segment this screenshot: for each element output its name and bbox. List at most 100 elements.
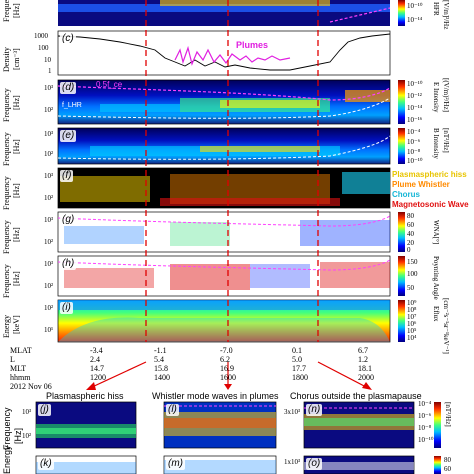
tick-g-1: 10³ [44,216,54,224]
axis-value-l: 6.2 [220,355,230,364]
panel-i-colorbar [398,300,405,342]
axis-value-hhmm: 1600 [220,373,236,382]
letter-e: (e) [60,130,77,142]
panel-b-band2 [160,0,330,6]
letter-i: (i) [60,302,73,314]
axis-value-l: 1.2 [358,355,368,364]
panel-g-curve [57,215,391,227]
letter-g: (g) [60,214,77,226]
axis-value-mlt: 17.7 [292,364,306,373]
cbar-h-tick-1: 150 [407,258,418,266]
panel-o-colorbar [434,456,441,474]
tick-c-100: 100 [38,44,49,52]
panel-f-ms [160,198,340,206]
panel-d-flhr-curve [57,97,391,119]
axis-label-mlat: MLAT [10,346,32,355]
cbar-g-label: WNA[°] [432,220,440,245]
panel-i-dip [58,317,390,342]
unit-e: [Hz] [12,139,21,154]
axis-value-mlat: -3.4 [90,346,103,355]
axis-value-l: 2.4 [90,355,100,364]
axis-label-mlt: MLT [10,364,27,373]
axis-value-mlat: 0.1 [292,346,302,355]
panel-g-data-1 [64,226,144,244]
panel-o-band [304,462,414,470]
axis-value-mlat: 6.7 [358,346,368,355]
axis-value-l: 5.4 [154,355,164,364]
cbar-g-tick-3: 40 [407,230,414,238]
plume-curve [174,45,291,66]
cbar-d-tick-4: 10⁻¹⁶ [407,116,423,124]
tick-i-1: 10² [44,304,54,312]
panel-d-hiss-band [100,104,180,112]
letter-j: (j) [38,404,51,416]
bottom-cbar-tick-2: 10⁻⁶ [418,412,432,420]
bottom-ylabel-energy: Energy [2,445,12,474]
ylabel-c: Density [2,47,11,72]
panel-h-data-2 [170,264,250,290]
plumes-annotation: Plumes [236,40,269,50]
axis-label-date: 2012 Nov 06 [10,382,52,391]
cbar-d-tick-1: 10⁻¹⁰ [407,80,423,88]
panel-g-colorbar [398,212,405,252]
unit-h: [Hz] [12,271,21,286]
cbar-h-tick-3: 50 [407,284,414,292]
unit-b: [Hz] [12,3,21,18]
bottom-cbar2-tick-2: 60 [444,465,451,473]
cbar-d-tick-2: 10⁻¹² [407,92,422,100]
panel-g-data-2 [170,222,230,246]
axis-value-hhmm: 1200 [90,373,106,382]
panel-h-data-1 [64,268,154,288]
cbar-b-label: HFR [432,2,440,16]
axis-value-mlat: -1.1 [154,346,167,355]
cbar-i-tick-3: 10⁷ [407,313,417,321]
panel-f-hiss [60,176,150,202]
tick-e-1: 10³ [44,130,54,138]
axis-value-hhmm: 2000 [358,373,374,382]
letter-m: (m) [166,458,185,470]
panel-h-data-4 [320,262,390,288]
panel-m-data [164,460,276,474]
cbar-b-tick-2: 10⁻¹⁴ [407,16,423,24]
panel-g-frame [57,211,391,253]
tick-j-2: 10² [22,432,32,440]
bottom-cbar-tick-4: 10⁻¹⁰ [418,436,434,444]
panel-e-curve [57,135,391,160]
cbar-e-tick-4: 10⁻¹⁰ [407,157,423,165]
bottom-ylabel-frequency: Frequency [2,407,12,450]
panel-d-plume-core [220,100,320,108]
legend-chorus: Chorus [392,190,420,199]
cbar-e-unit: [nT²/Hz] [442,128,450,153]
cbar-e-tick-1: 10⁻⁴ [407,128,421,136]
ylabel-b: Freque [2,0,11,22]
cbar-b-tick-1: 10⁻¹⁰ [407,2,423,10]
tick-i-2: 10¹ [44,326,54,334]
legend-magnetosonic-wave: Magnetosonic Wave [392,200,469,209]
legend-plasmaspheric-hiss: Plasmaspheric hiss [392,170,467,179]
axis-value-mlt: 15.8 [154,364,168,373]
panel-n-band2 [304,418,414,426]
cbar-i-tick-6: 10⁴ [407,334,417,342]
tick-n-2: 1x10³ [284,458,301,466]
letter-c: (c) [60,33,76,45]
panel-d-colorbar [398,80,405,124]
unit-g: [Hz] [12,227,21,242]
letter-d: (d) [60,82,77,94]
ylabel-h: Frequency [2,264,11,298]
ylabel-e: Frequency [2,132,11,166]
unit-f: [Hz] [12,183,21,198]
cbar-d-unit: [(V/m)²/Hz] [442,78,450,112]
cbar-i-unit: [cm⁻²s⁻¹sr⁻¹keV⁻¹] [442,298,450,354]
arrow-2-head [224,384,232,390]
unit-d: [Hz] [12,95,21,110]
tick-g-2: 10² [44,238,54,246]
tick-h-2: 10² [44,282,54,290]
axis-value-mlt: 16.9 [220,364,234,373]
panel-i-low [58,300,390,310]
cbar-i-tick-1: 10⁹ [407,299,417,307]
cbar-h-label: Poynting Angle [432,256,440,300]
arrow-3 [317,361,369,389]
bottom-cbar-tick-1: 10⁻⁴ [418,400,432,408]
letter-k: (k) [38,458,54,470]
